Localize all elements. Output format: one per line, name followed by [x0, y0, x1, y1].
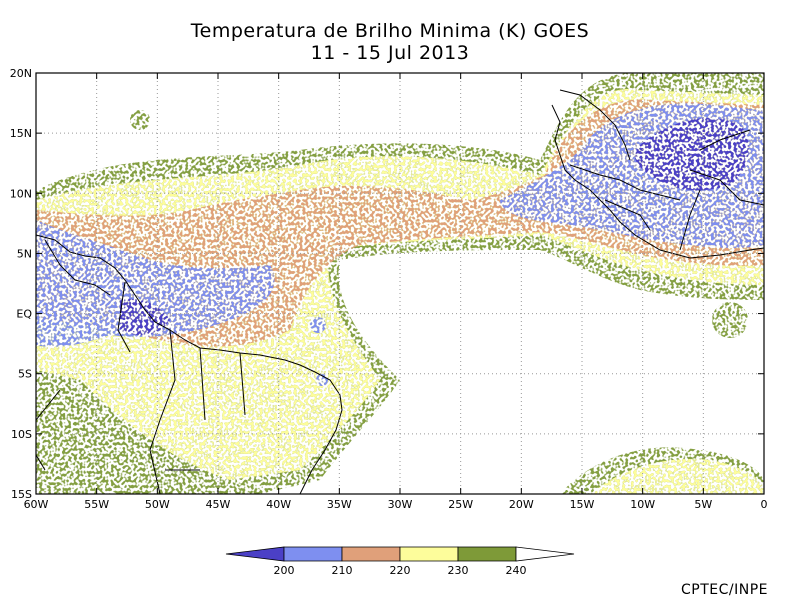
- colorbar: [225, 546, 575, 562]
- latitude-labels: 20N 15N 10N 5N EQ 5S 10S 15S: [10, 67, 33, 501]
- lon-tick-label: 50W: [145, 498, 170, 511]
- plot-frame: [35, 72, 765, 495]
- lon-tick-label: 5W: [694, 498, 712, 511]
- lon-tick-label: 35W: [327, 498, 352, 511]
- colorbar-segment: [457, 546, 517, 562]
- field-200k: [120, 117, 749, 336]
- lon-tick-label: 25W: [448, 498, 473, 511]
- temperature-field: [36, 73, 764, 494]
- axis-ticks: [35, 72, 765, 495]
- longitude-labels: 60W 55W 50W 45W 40W 35W 30W 25W 20W 15W 10W 5W 0: [24, 498, 768, 511]
- lon-tick-label: 45W: [206, 498, 231, 511]
- lon-tick-label: 20W: [509, 498, 534, 511]
- colorbar-segment: [341, 546, 401, 562]
- map-date-range: 11 - 15 Jul 2013: [310, 42, 470, 64]
- lon-tick-label: 0: [761, 498, 768, 511]
- colorbar-segment: [225, 546, 285, 562]
- lat-tick-label: 15N: [10, 127, 32, 140]
- lat-tick-label: 10N: [10, 187, 32, 200]
- colorbar-label: 230: [448, 564, 469, 577]
- coastlines: [36, 89, 764, 494]
- lon-tick-label: 40W: [266, 498, 291, 511]
- graticule: [36, 73, 764, 494]
- lat-tick-label: 10S: [11, 428, 32, 441]
- lon-tick-label: 55W: [84, 498, 109, 511]
- colorbar-segment: [283, 546, 343, 562]
- colorbar-label: 220: [390, 564, 411, 577]
- colorbar-label: 210: [332, 564, 353, 577]
- colorbar-segment: [515, 546, 575, 562]
- lat-tick-label: 15S: [11, 488, 32, 501]
- colorbar-segment: [399, 546, 459, 562]
- lon-tick-label: 15W: [570, 498, 595, 511]
- lat-tick-label: 20N: [10, 67, 32, 80]
- colorbar-labels: 200 210 220 230 240: [274, 564, 527, 577]
- lat-tick-label: 5S: [18, 368, 32, 381]
- lat-tick-label: 5N: [17, 247, 32, 260]
- map-title: Temperatura de Brilho Minima (K) GOES: [190, 20, 590, 42]
- credit-label: CPTEC/INPE: [681, 582, 768, 598]
- lon-tick-label: 30W: [388, 498, 413, 511]
- lon-tick-label: 10W: [630, 498, 655, 511]
- colorbar-label: 200: [274, 564, 295, 577]
- colorbar-label: 240: [506, 564, 527, 577]
- lon-tick-label: 60W: [24, 498, 49, 511]
- lat-tick-label: EQ: [16, 308, 32, 321]
